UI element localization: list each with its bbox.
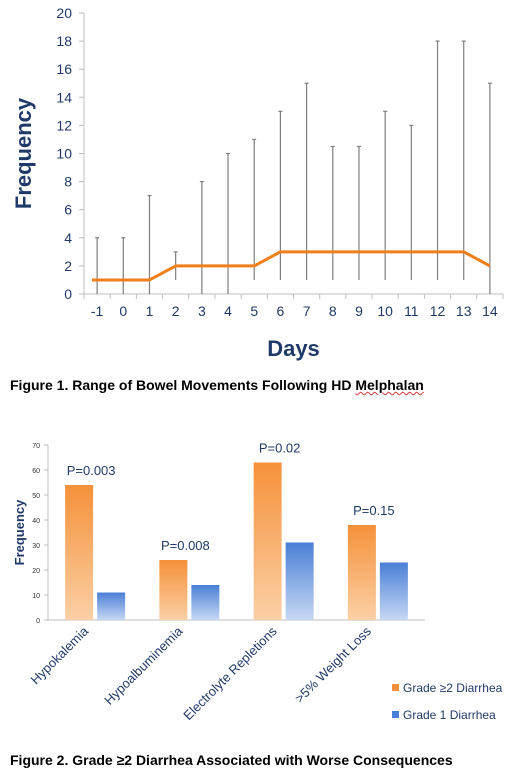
x-tick-label: -1	[91, 303, 104, 319]
x-axis-title: Days	[267, 336, 320, 361]
figure-2-caption: Figure 2. Grade ≥2 Diarrhea Associated w…	[10, 752, 453, 768]
x-tick-label: 8	[329, 303, 337, 319]
x-tick-label: 14	[482, 303, 498, 319]
legend-swatch	[392, 684, 399, 691]
x-tick-label: 10	[377, 303, 393, 319]
legend-label: Grade ≥2 Diarrhea	[403, 681, 503, 695]
figure-2: 0 10 20 30 40 50 60 70 P=0.003 Hypokalemia P=0.008…	[0, 428, 520, 751]
median-line	[92, 250, 491, 282]
figure-1-caption-underlined-word: Melphalan	[355, 377, 424, 393]
y-tick-label: 30	[32, 543, 40, 550]
x-tick-label: 4	[224, 303, 232, 319]
legend-label: Grade 1 Diarrhea	[403, 708, 496, 722]
y-tick-label: 60	[32, 468, 40, 475]
y-tick-label: 70	[32, 443, 40, 450]
y-tick-label: 12	[56, 117, 72, 133]
x-tick-label: 5	[250, 303, 258, 319]
figure-1-caption-text: Figure 1. Range of Bowel Movements Follo…	[10, 377, 356, 393]
y-axis-title: Frequency	[11, 97, 36, 209]
p-value-label: P=0.008	[161, 538, 210, 553]
y-tick-label: 10	[32, 593, 40, 600]
x-tick-label: 13	[456, 303, 472, 319]
y-tick-label: 10	[56, 146, 72, 162]
y-tick-label: 2	[64, 258, 72, 274]
bar	[253, 462, 282, 620]
x-tick-label: 1	[146, 303, 154, 319]
category-label: Hypokalemia	[27, 623, 91, 687]
bar	[191, 585, 220, 620]
x-tick-label: 9	[355, 303, 363, 319]
x-tick-label: 12	[430, 303, 446, 319]
y-axis-title: Frequency	[12, 499, 27, 566]
x-tick-label: 3	[198, 303, 206, 319]
x-tick-label: 0	[119, 303, 127, 319]
bar	[65, 485, 94, 620]
figure-1: 0 2 4 6 8 10 12 14 16 18 20 -1 0 1 2 3 4 5 6 7 8 9 10 11 12 13 14 D…	[0, 0, 520, 377]
y-tick-label: 50	[32, 493, 40, 500]
bar	[97, 592, 126, 620]
x-tick-label: 7	[303, 303, 311, 319]
x-tick-label: 6	[277, 303, 285, 319]
category-label: Hypoalbuminemia	[101, 623, 186, 708]
y-tick-label: 6	[64, 202, 72, 218]
p-value-label: P=0.02	[259, 441, 301, 456]
y-tick-label: 0	[64, 286, 72, 302]
y-tick-label: 16	[56, 61, 72, 77]
bar	[379, 562, 408, 620]
x-tick-label: 11	[404, 303, 419, 319]
diarrhea-consequences-bar-chart: 0 10 20 30 40 50 60 70 P=0.003 Hypokalemia P=0.008…	[12, 441, 503, 724]
y-tick-label: 8	[64, 174, 72, 190]
y-tick-label: 0	[36, 618, 40, 625]
y-tick-label: 20	[32, 568, 40, 575]
category-label: Electrolyte Repletions	[180, 623, 280, 723]
y-tick-label: 14	[56, 89, 72, 105]
legend-swatch	[392, 711, 399, 718]
p-value-label: P=0.15	[353, 503, 395, 518]
bar	[159, 560, 188, 620]
p-value-label: P=0.003	[67, 463, 116, 478]
y-tick-label: 40	[32, 518, 40, 525]
y-tick-label: 20	[56, 5, 72, 21]
y-tick-label: 4	[64, 230, 72, 246]
y-tick-label: 18	[56, 33, 72, 49]
bar	[285, 542, 314, 620]
x-tick-label: 2	[172, 303, 180, 319]
category-label: >5% Weight Loss	[292, 623, 375, 706]
figure-1-caption: Figure 1. Range of Bowel Movements Follo…	[10, 377, 424, 393]
bar	[347, 525, 376, 620]
